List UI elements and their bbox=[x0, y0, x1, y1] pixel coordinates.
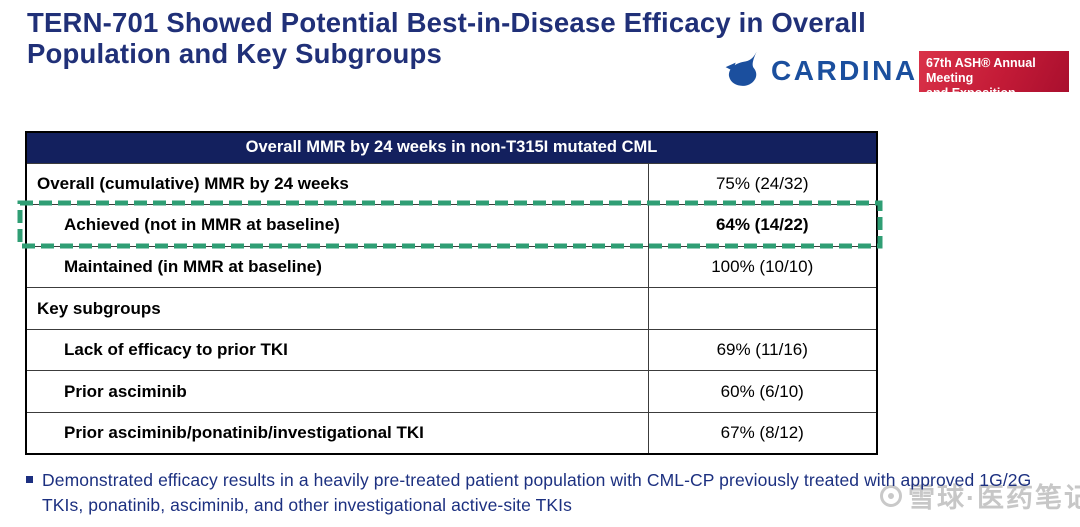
cardinal-logo: CARDINAL bbox=[722, 49, 937, 93]
row-label: Overall (cumulative) MMR by 24 weeks bbox=[25, 162, 649, 206]
slide-title-line2: Population and Key Subgroups bbox=[27, 38, 443, 70]
cardinal-wordmark: CARDINAL bbox=[771, 55, 938, 86]
table-row: Key subgroups bbox=[25, 287, 878, 330]
row-label: Lack of efficacy to prior TKI bbox=[25, 328, 649, 372]
table-row: Overall (cumulative) MMR by 24 weeks 75%… bbox=[25, 162, 878, 206]
ash-badge-line2: and Exposition bbox=[926, 85, 1016, 100]
table-row: Maintained (in MMR at baseline) 100% (10… bbox=[25, 245, 878, 289]
row-value: 100% (10/10) bbox=[647, 245, 878, 289]
slide-title-line1: TERN-701 Showed Potential Best-in-Diseas… bbox=[27, 7, 866, 38]
table-row: Lack of efficacy to prior TKI 69% (11/16… bbox=[25, 328, 878, 372]
row-value: 75% (24/32) bbox=[647, 162, 878, 206]
mmr-results-table: Overall MMR by 24 weeks in non-T315I mut… bbox=[25, 131, 878, 456]
bullet-text: Demonstrated efficacy results in a heavi… bbox=[42, 470, 1032, 515]
table-row: Prior asciminib 60% (6/10) bbox=[25, 370, 878, 414]
watermark: 雪球·医药笔记 bbox=[880, 476, 1080, 515]
bullet-square-icon bbox=[26, 476, 33, 483]
row-value: 67% (8/12) bbox=[647, 412, 878, 455]
ash-badge-line1: 67th ASH® Annual Meeting bbox=[926, 56, 1036, 85]
row-label: Maintained (in MMR at baseline) bbox=[25, 245, 649, 289]
bullet-paragraph: Demonstrated efficacy results in a heavi… bbox=[26, 468, 1044, 518]
row-label: Prior asciminib bbox=[25, 370, 649, 414]
ash-meeting-badge: 67th ASH® Annual Meeting and Exposition bbox=[919, 51, 1069, 100]
watermark-ring-icon bbox=[880, 484, 902, 507]
row-label: Prior asciminib/ponatinib/investigationa… bbox=[25, 412, 649, 455]
table-row-highlighted: Achieved (not in MMR at baseline) 64% (1… bbox=[25, 204, 878, 247]
cardinal-droplet-icon bbox=[722, 49, 762, 94]
row-value: 64% (14/22) bbox=[647, 204, 878, 247]
row-value: 69% (11/16) bbox=[647, 328, 878, 372]
slide-title: TERN-701 Showed Potential Best-in-Diseas… bbox=[27, 7, 1037, 70]
row-value: 60% (6/10) bbox=[647, 370, 878, 414]
row-label: Achieved (not in MMR at baseline) bbox=[25, 204, 649, 247]
table-row: Prior asciminib/ponatinib/investigationa… bbox=[25, 412, 878, 455]
table-header-row: Overall MMR by 24 weeks in non-T315I mut… bbox=[25, 131, 878, 164]
row-label: Key subgroups bbox=[25, 287, 649, 330]
watermark-text: 雪球·医药笔记 bbox=[908, 483, 1080, 513]
table-header: Overall MMR by 24 weeks in non-T315I mut… bbox=[25, 131, 878, 164]
row-value bbox=[647, 287, 878, 330]
